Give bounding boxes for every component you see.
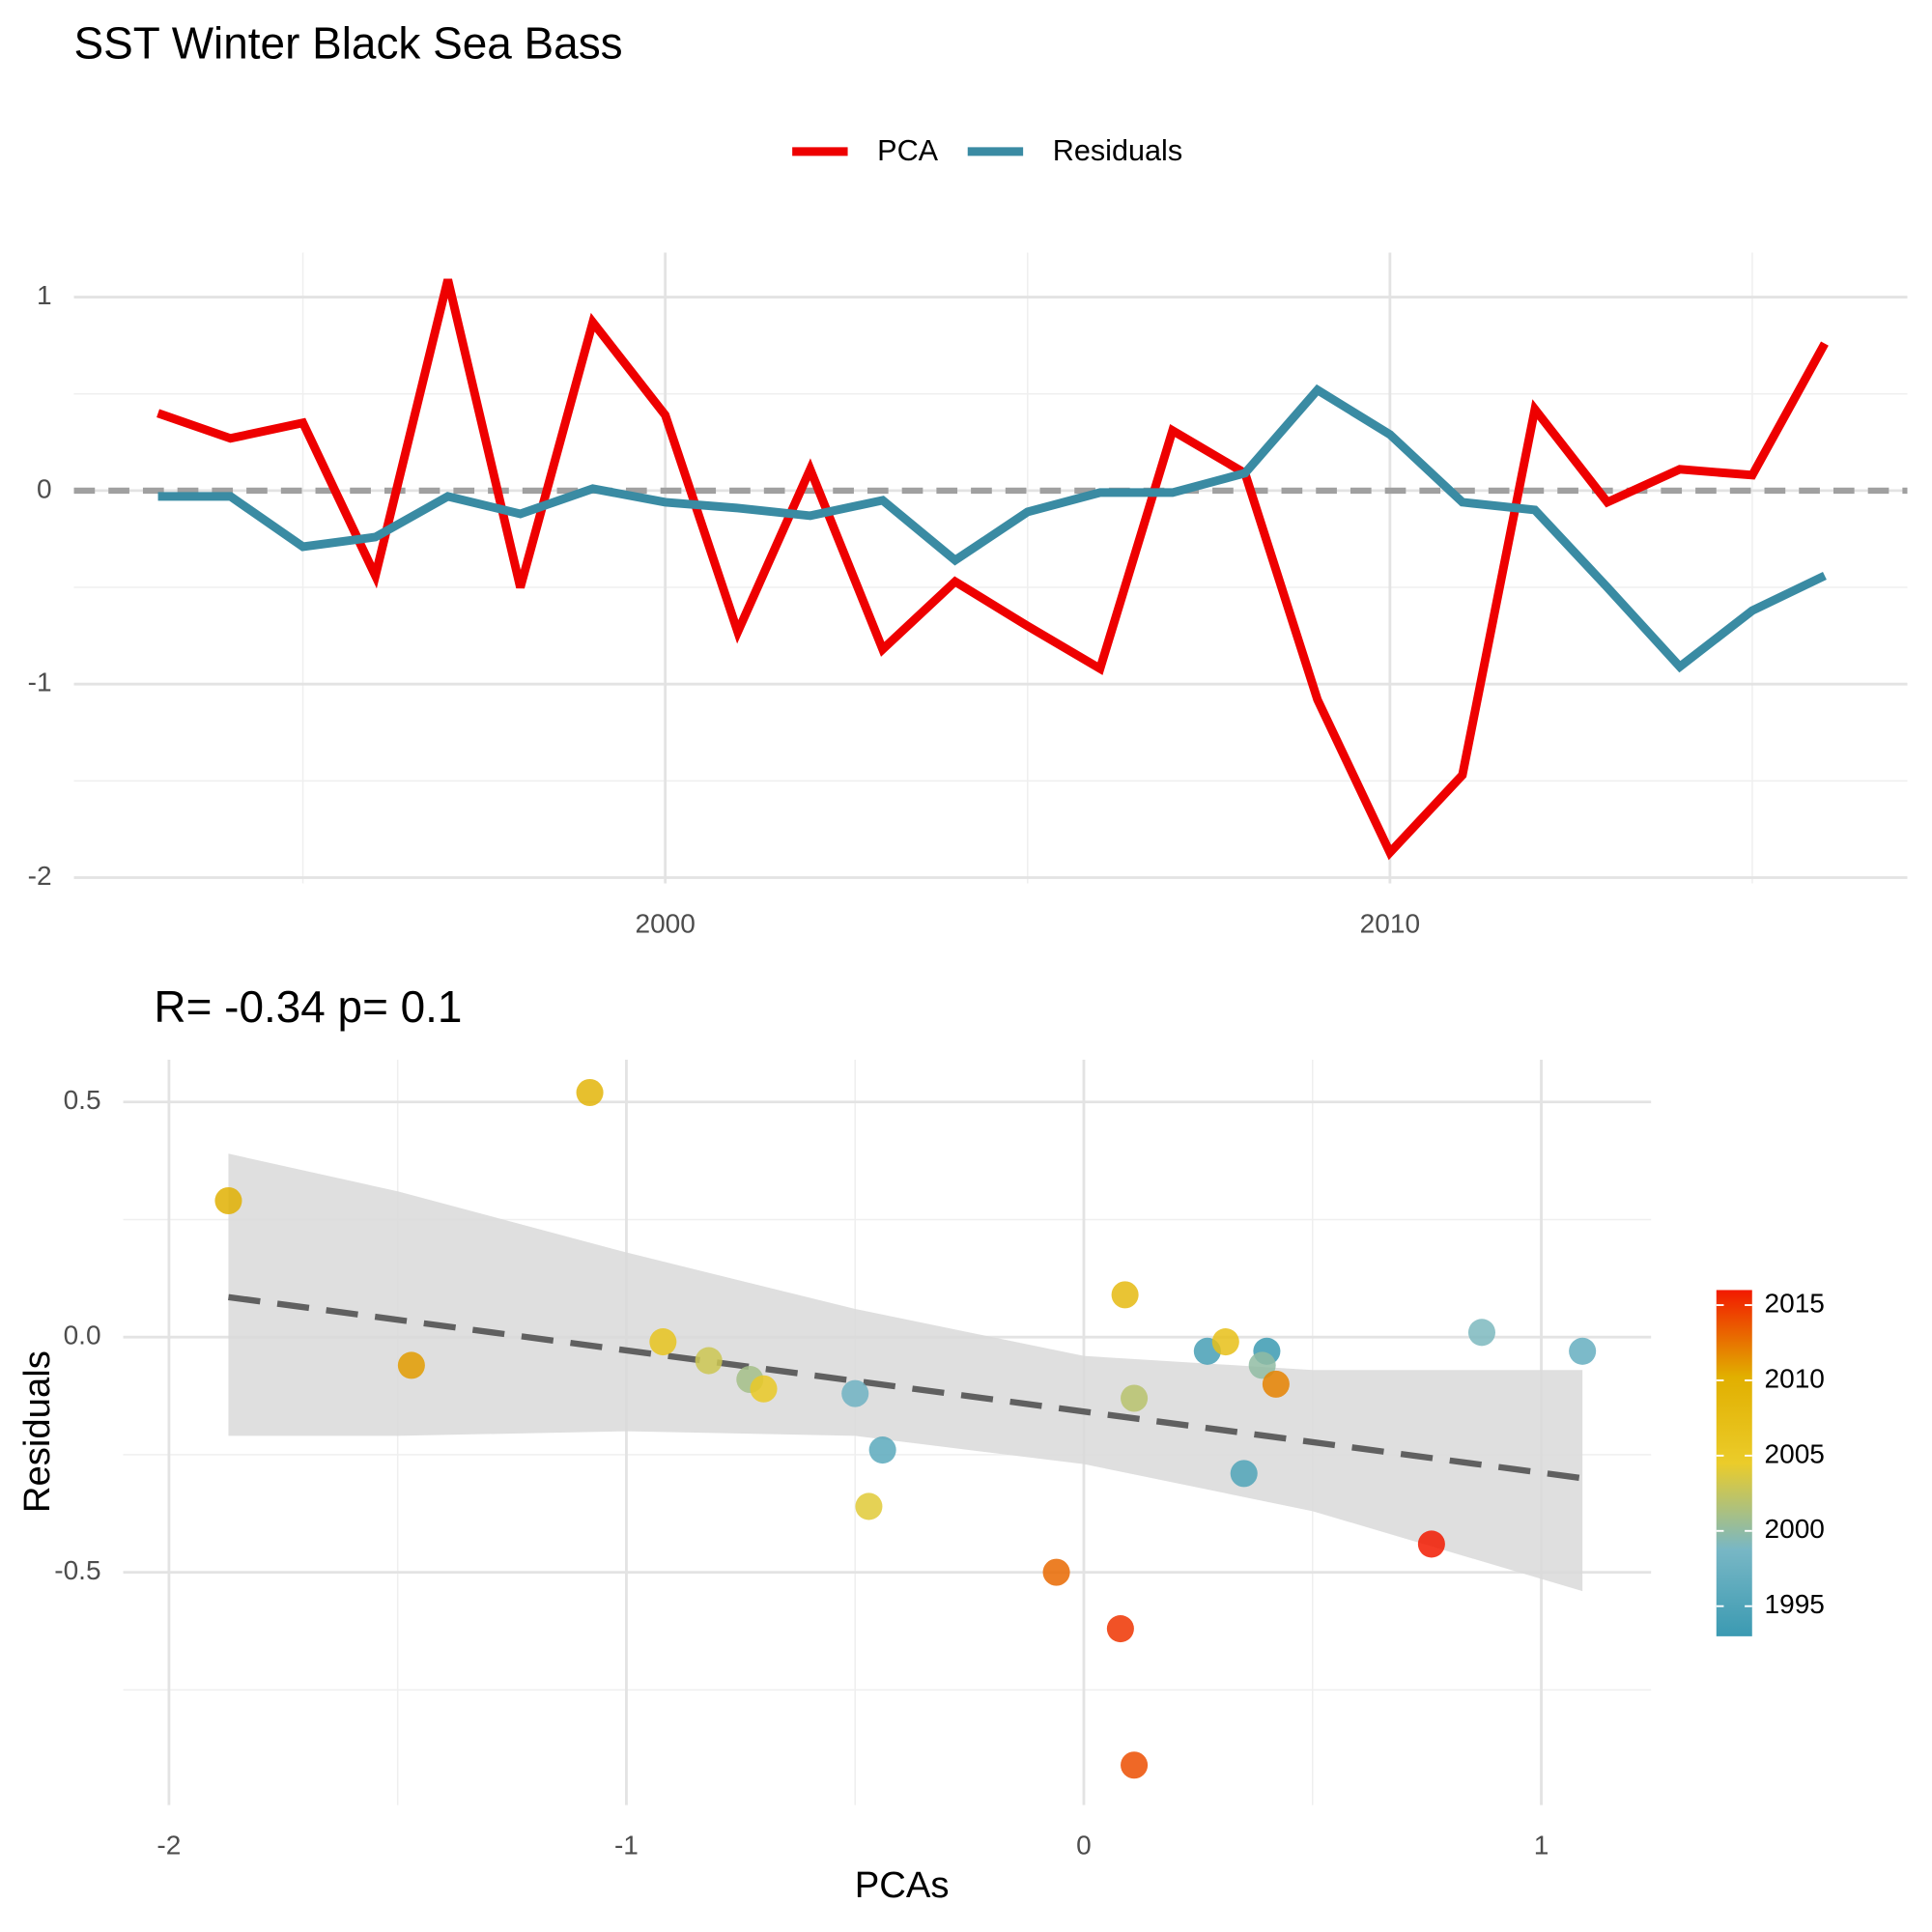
point <box>214 1186 242 1215</box>
colorbar <box>1716 1290 1752 1636</box>
y-tick-label: 0.0 <box>64 1321 101 1350</box>
y-tick-label: -0.5 <box>54 1555 100 1585</box>
point <box>695 1347 723 1375</box>
x-tick-label: 2000 <box>635 908 695 938</box>
series-line <box>156 278 1829 861</box>
x-tick-label: 0 <box>1076 1830 1092 1860</box>
x-tick-label: -1 <box>614 1830 639 1860</box>
point <box>1121 1384 1149 1412</box>
point <box>649 1328 677 1356</box>
point <box>1111 1281 1139 1309</box>
y-axis-label: Residuals <box>16 1350 58 1513</box>
colorbar-label: 1995 <box>1765 1589 1825 1619</box>
colorbar-label: 2005 <box>1765 1438 1825 1468</box>
point <box>1042 1558 1070 1586</box>
point <box>1569 1337 1597 1365</box>
fit-line <box>228 1293 1583 1482</box>
chart-title: SST Winter Black Sea Bass <box>74 18 623 69</box>
point <box>1230 1460 1258 1488</box>
point <box>868 1436 896 1464</box>
point <box>1248 1351 1276 1379</box>
colorbar-label: 2015 <box>1765 1288 1825 1318</box>
point <box>1417 1530 1445 1558</box>
point <box>855 1492 883 1520</box>
y-tick-label: -2 <box>28 861 52 891</box>
legend-label: Residuals <box>1053 134 1182 167</box>
point <box>576 1078 604 1107</box>
y-tick-label: 0 <box>37 473 52 503</box>
x-tick-label: 2010 <box>1360 908 1420 938</box>
series-line <box>157 384 1827 673</box>
legend-label: PCA <box>877 134 939 167</box>
colorbar-label: 2000 <box>1765 1514 1825 1544</box>
point <box>1121 1751 1149 1779</box>
y-tick-label: 1 <box>37 280 52 310</box>
y-tick-label: -1 <box>28 668 52 697</box>
point <box>841 1379 869 1407</box>
x-axis-label: PCAs <box>855 1864 950 1906</box>
point <box>1467 1319 1496 1347</box>
point <box>1211 1328 1239 1356</box>
point <box>1262 1370 1290 1398</box>
point <box>750 1375 778 1403</box>
x-tick-label: -2 <box>156 1830 181 1860</box>
y-tick-label: 0.5 <box>64 1085 101 1115</box>
x-tick-label: 1 <box>1534 1830 1549 1860</box>
scatter-title: R= -0.34 p= 0.1 <box>154 981 462 1032</box>
colorbar-label: 2010 <box>1765 1363 1825 1393</box>
point <box>397 1351 425 1379</box>
point <box>1106 1615 1134 1643</box>
